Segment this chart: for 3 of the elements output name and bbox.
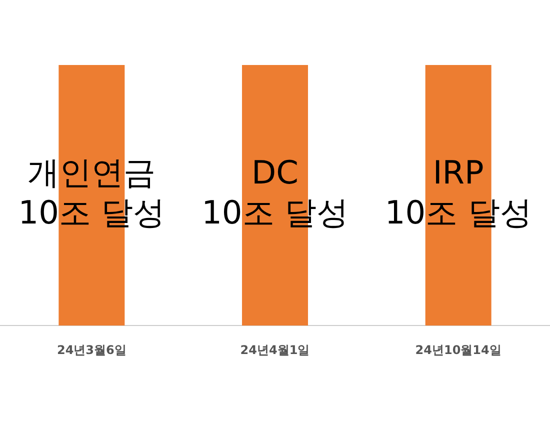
x-tick-label: 24년10월14일 bbox=[415, 342, 502, 357]
x-tick-label: 24년4월1일 bbox=[240, 342, 310, 357]
x-tick-label: 24년3월6일 bbox=[56, 342, 126, 357]
